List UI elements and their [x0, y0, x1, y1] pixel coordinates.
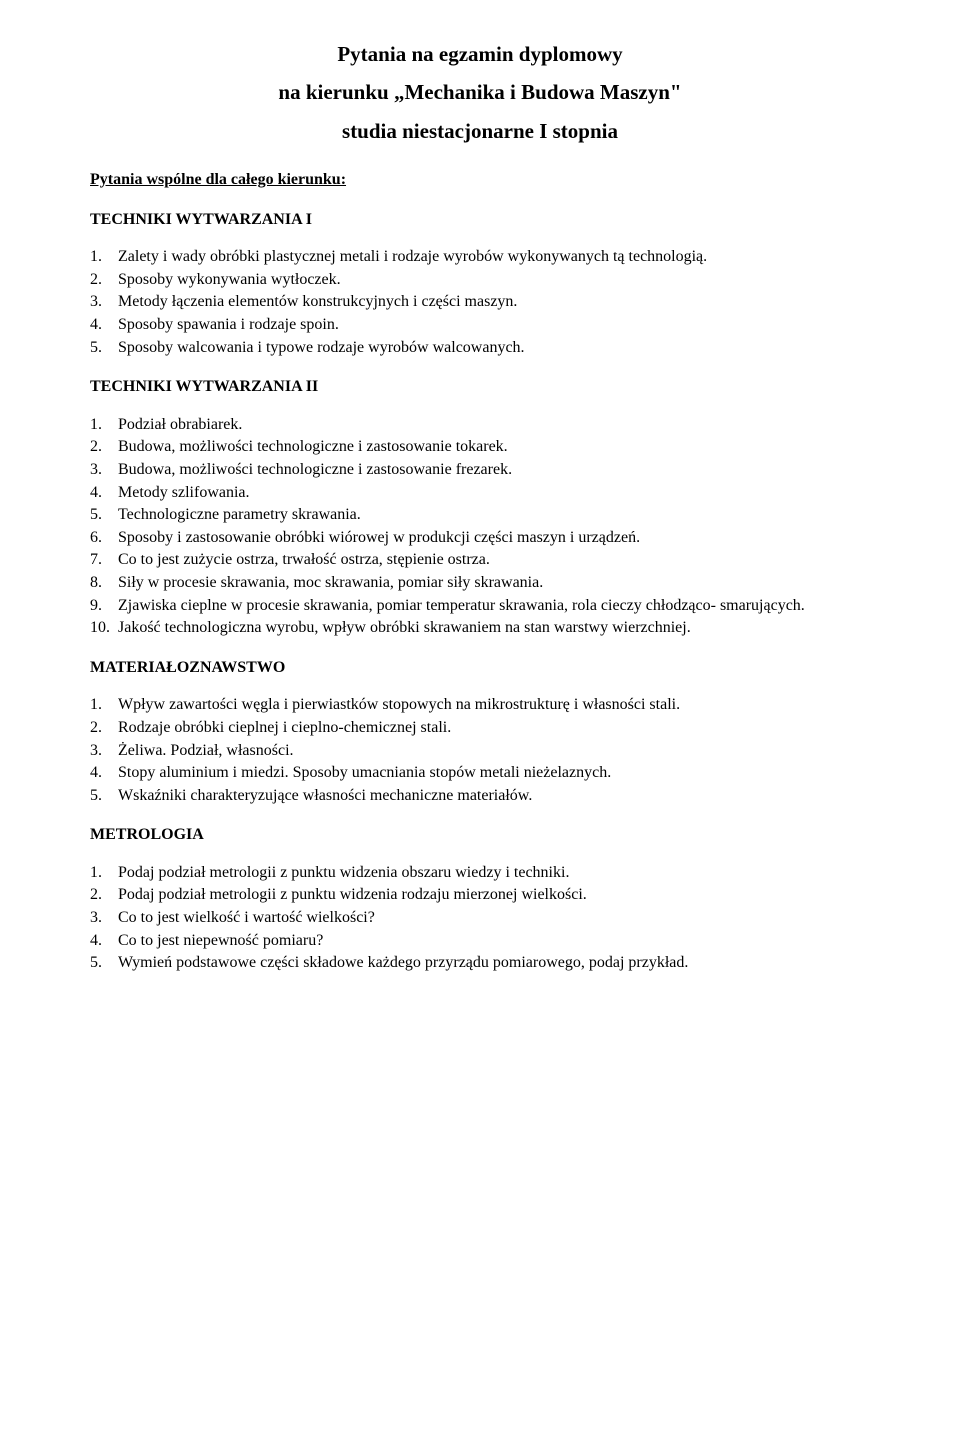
question-item: 3.Co to jest wielkość i wartość wielkośc…: [90, 907, 870, 929]
question-text: Wymień podstawowe części składowe każdeg…: [118, 952, 870, 974]
question-number: 2.: [90, 717, 118, 739]
question-text: Budowa, możliwości technologiczne i zast…: [118, 436, 870, 458]
question-number: 6.: [90, 527, 118, 549]
question-text: Siły w procesie skrawania, moc skrawania…: [118, 572, 870, 594]
question-item: 1.Wpływ zawartości węgla i pierwiastków …: [90, 694, 870, 716]
question-text: Wpływ zawartości węgla i pierwiastków st…: [118, 694, 870, 716]
question-number: 4.: [90, 930, 118, 952]
question-list: 1.Wpływ zawartości węgla i pierwiastków …: [90, 694, 870, 806]
section-heading: TECHNIKI WYTWARZANIA II: [90, 376, 870, 398]
question-text: Sposoby wykonywania wytłoczek.: [118, 269, 870, 291]
question-item: 5.Technologiczne parametry skrawania.: [90, 504, 870, 526]
question-number: 4.: [90, 762, 118, 784]
question-number: 7.: [90, 549, 118, 571]
question-text: Stopy aluminium i miedzi. Sposoby umacni…: [118, 762, 870, 784]
question-item: 4.Metody szlifowania.: [90, 482, 870, 504]
question-text: Rodzaje obróbki cieplnej i cieplno-chemi…: [118, 717, 870, 739]
question-text: Jakość technologiczna wyrobu, wpływ obró…: [118, 617, 870, 639]
question-text: Co to jest zużycie ostrza, trwałość ostr…: [118, 549, 870, 571]
question-item: 2.Budowa, możliwości technologiczne i za…: [90, 436, 870, 458]
question-text: Podaj podział metrologii z punktu widzen…: [118, 862, 870, 884]
question-text: Sposoby spawania i rodzaje spoin.: [118, 314, 870, 336]
question-item: 5.Wymień podstawowe części składowe każd…: [90, 952, 870, 974]
section-heading: METROLOGIA: [90, 824, 870, 846]
question-text: Metody łączenia elementów konstrukcyjnyc…: [118, 291, 870, 313]
question-text: Technologiczne parametry skrawania.: [118, 504, 870, 526]
title-line-1: Pytania na egzamin dyplomowy: [90, 40, 870, 68]
question-number: 9.: [90, 595, 118, 617]
question-number: 3.: [90, 740, 118, 762]
question-number: 2.: [90, 269, 118, 291]
question-item: 1.Podział obrabiarek.: [90, 414, 870, 436]
question-number: 3.: [90, 907, 118, 929]
question-number: 10.: [90, 617, 118, 639]
question-item: 3.Budowa, możliwości technologiczne i za…: [90, 459, 870, 481]
question-text: Co to jest niepewność pomiaru?: [118, 930, 870, 952]
question-text: Budowa, możliwości technologiczne i zast…: [118, 459, 870, 481]
question-text: Podział obrabiarek.: [118, 414, 870, 436]
question-number: 1.: [90, 694, 118, 716]
question-item: 4.Co to jest niepewność pomiaru?: [90, 930, 870, 952]
question-text: Zalety i wady obróbki plastycznej metali…: [118, 246, 870, 268]
sections-container: TECHNIKI WYTWARZANIA I1.Zalety i wady ob…: [90, 209, 870, 974]
question-number: 5.: [90, 785, 118, 807]
question-text: Żeliwa. Podział, własności.: [118, 740, 870, 762]
question-number: 1.: [90, 246, 118, 268]
question-text: Zjawiska cieplne w procesie skrawania, p…: [118, 595, 870, 617]
question-item: 9.Zjawiska cieplne w procesie skrawania,…: [90, 595, 870, 617]
question-number: 2.: [90, 884, 118, 906]
question-text: Metody szlifowania.: [118, 482, 870, 504]
question-number: 5.: [90, 952, 118, 974]
question-text: Wskaźniki charakteryzujące własności mec…: [118, 785, 870, 807]
question-item: 2.Sposoby wykonywania wytłoczek.: [90, 269, 870, 291]
question-list: 1.Podział obrabiarek.2.Budowa, możliwośc…: [90, 414, 870, 639]
question-text: Co to jest wielkość i wartość wielkości?: [118, 907, 870, 929]
section-heading: MATERIAŁOZNAWSTWO: [90, 657, 870, 679]
question-list: 1.Podaj podział metrologii z punktu widz…: [90, 862, 870, 974]
question-item: 8.Siły w procesie skrawania, moc skrawan…: [90, 572, 870, 594]
section-heading: TECHNIKI WYTWARZANIA I: [90, 209, 870, 231]
question-text: Sposoby i zastosowanie obróbki wiórowej …: [118, 527, 870, 549]
question-item: 10.Jakość technologiczna wyrobu, wpływ o…: [90, 617, 870, 639]
question-item: 7.Co to jest zużycie ostrza, trwałość os…: [90, 549, 870, 571]
question-item: 2.Podaj podział metrologii z punktu widz…: [90, 884, 870, 906]
question-item: 5.Wskaźniki charakteryzujące własności m…: [90, 785, 870, 807]
question-item: 5.Sposoby walcowania i typowe rodzaje wy…: [90, 337, 870, 359]
title-line-2: na kierunku „Mechanika i Budowa Maszyn": [90, 78, 870, 106]
title-line-3: studia niestacjonarne I stopnia: [90, 117, 870, 145]
common-heading: Pytania wspólne dla całego kierunku:: [90, 169, 870, 191]
question-number: 5.: [90, 504, 118, 526]
question-item: 1.Podaj podział metrologii z punktu widz…: [90, 862, 870, 884]
question-number: 1.: [90, 862, 118, 884]
question-item: 4.Sposoby spawania i rodzaje spoin.: [90, 314, 870, 336]
question-item: 2.Rodzaje obróbki cieplnej i cieplno-che…: [90, 717, 870, 739]
question-item: 3.Metody łączenia elementów konstrukcyjn…: [90, 291, 870, 313]
question-item: 4.Stopy aluminium i miedzi. Sposoby umac…: [90, 762, 870, 784]
question-list: 1.Zalety i wady obróbki plastycznej meta…: [90, 246, 870, 358]
question-text: Sposoby walcowania i typowe rodzaje wyro…: [118, 337, 870, 359]
question-number: 3.: [90, 291, 118, 313]
question-item: 3.Żeliwa. Podział, własności.: [90, 740, 870, 762]
question-number: 4.: [90, 482, 118, 504]
question-number: 2.: [90, 436, 118, 458]
question-number: 4.: [90, 314, 118, 336]
question-number: 1.: [90, 414, 118, 436]
question-text: Podaj podział metrologii z punktu widzen…: [118, 884, 870, 906]
question-number: 3.: [90, 459, 118, 481]
question-number: 5.: [90, 337, 118, 359]
question-number: 8.: [90, 572, 118, 594]
question-item: 1.Zalety i wady obróbki plastycznej meta…: [90, 246, 870, 268]
question-item: 6.Sposoby i zastosowanie obróbki wiórowe…: [90, 527, 870, 549]
